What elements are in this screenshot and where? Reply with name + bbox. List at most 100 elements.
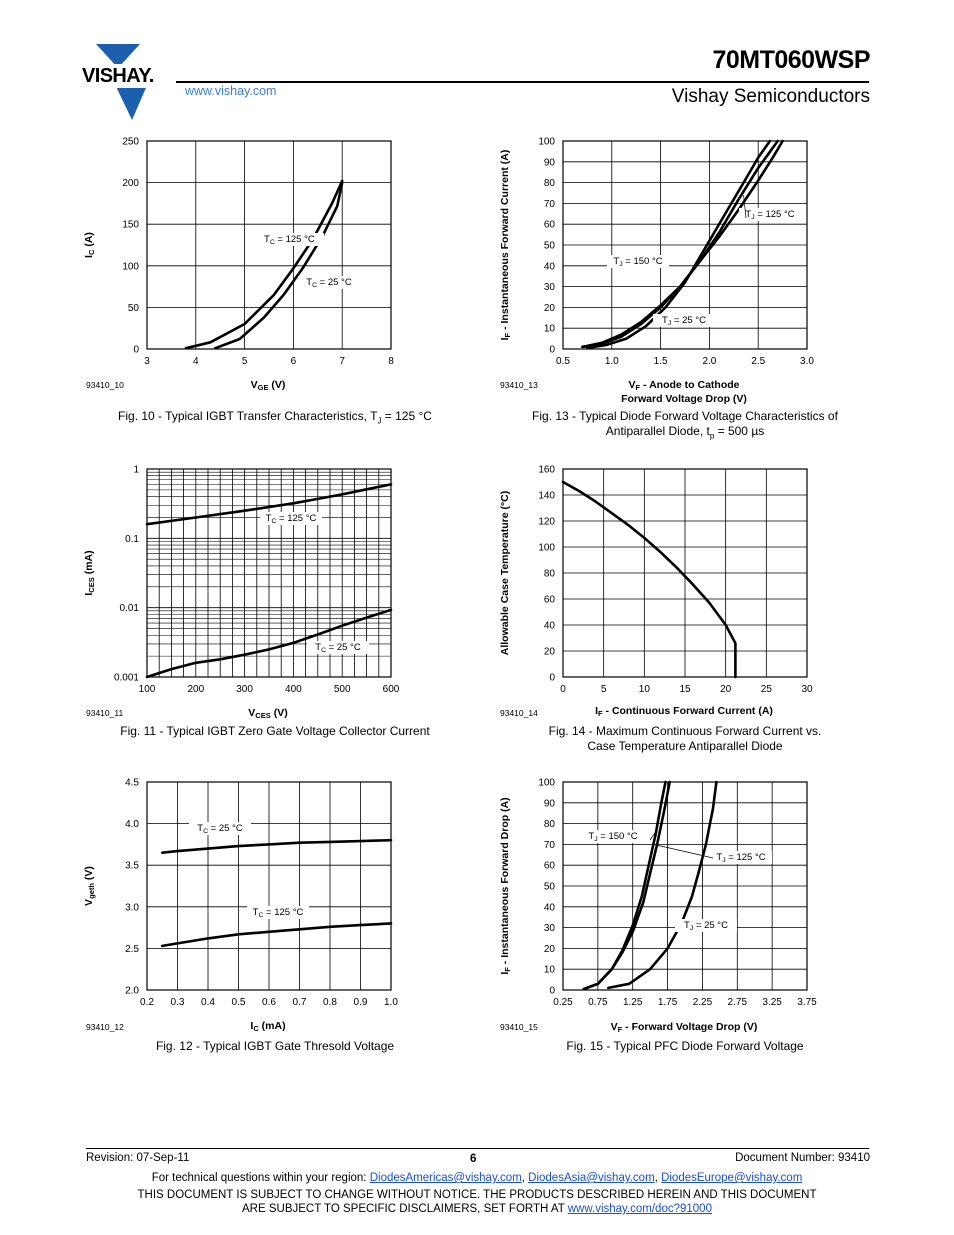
y-tick-label: 0.1 <box>125 534 139 545</box>
annotation-bg <box>298 276 360 289</box>
y-tick-label: 3.5 <box>125 861 139 872</box>
header-subtitle: Vishay Semiconductors <box>671 86 870 107</box>
x-tick-label: 3.75 <box>797 997 817 1008</box>
y-tick-label: 100 <box>538 137 555 148</box>
x-tick-label: 5 <box>601 684 607 695</box>
series-annotation: TC = 25 °C <box>315 642 361 654</box>
figure-caption: Fig. 10 - Typical IGBT Transfer Characte… <box>118 409 432 426</box>
email-asia-link[interactable]: DiodesAsia@vishay.com <box>528 1172 655 1184</box>
annotation-bg <box>582 830 644 843</box>
series-annotation: TJ = 125 °C <box>716 852 765 864</box>
x-tick-label: 4 <box>193 356 199 367</box>
plot-frame <box>146 781 392 991</box>
x-tick-label: 25 <box>761 684 773 695</box>
x-axis-label: VF - Anode to Cathode <box>629 379 740 392</box>
y-tick-label: 70 <box>544 840 556 851</box>
x-tick-label: 0.2 <box>140 997 154 1008</box>
x-axis-label: IC (mA) <box>250 1020 285 1033</box>
y-tick-label: 0 <box>549 345 555 356</box>
series-line-2 <box>214 181 344 350</box>
y-tick-label: 80 <box>544 178 556 189</box>
fig-id: 93410_11 <box>86 708 124 718</box>
annotation-bg <box>260 512 322 525</box>
annotation-bg <box>607 255 669 268</box>
series-line-3 <box>606 780 718 990</box>
x-tick-label: 3.25 <box>762 997 782 1008</box>
fig-id: 93410_13 <box>500 380 538 390</box>
y-tick-label: 40 <box>544 621 556 632</box>
x-tick-label: 2.25 <box>693 997 713 1008</box>
x-tick-label: 100 <box>139 684 156 695</box>
series-line-2 <box>161 922 393 948</box>
x-axis-label: VCES (V) <box>248 707 287 720</box>
y-tick-label: 0.01 <box>120 603 140 614</box>
vishay-logo: VISHAY. <box>82 44 178 120</box>
series-line-3 <box>586 139 772 350</box>
website-link[interactable]: www.vishay.com <box>185 84 277 98</box>
figure-caption: Fig. 15 - Typical PFC Diode Forward Volt… <box>566 1039 804 1053</box>
figure-caption: Fig. 14 - Maximum Continuous Forward Cur… <box>548 724 822 753</box>
x-tick-label: 0.3 <box>171 997 185 1008</box>
plot-area <box>146 781 393 991</box>
y-axis-label: IC (A) <box>83 232 96 258</box>
disclaimer-link[interactable]: www.vishay.com/doc?91000 <box>567 1203 712 1215</box>
annotation-leader <box>653 844 714 859</box>
revision-text: Revision: 07-Sep-11 <box>86 1152 190 1164</box>
page-number: 6 <box>470 1153 477 1165</box>
y-axis-label: Vgeth (V) <box>83 866 96 906</box>
series-line-1 <box>184 179 344 350</box>
plot-area <box>145 468 393 679</box>
x-tick-label: 0.9 <box>354 997 368 1008</box>
email-europe-link[interactable]: DiodesEurope@vishay.com <box>661 1172 803 1184</box>
series-line-1 <box>561 480 737 679</box>
figure-caption: Fig. 12 - Typical IGBT Gate Thresold Vol… <box>155 1039 395 1053</box>
annotation-bg <box>710 851 772 864</box>
series-annotation: TJ = 150 °C <box>588 831 637 843</box>
y-tick-label: 60 <box>544 595 556 606</box>
y-tick-label: 90 <box>544 798 556 809</box>
y-tick-label: 40 <box>544 902 556 913</box>
x-tick-label: 8 <box>388 356 394 367</box>
y-tick-label: 0 <box>549 673 555 684</box>
series-line-2 <box>145 608 393 679</box>
y-tick-label: 30 <box>544 923 556 934</box>
x-tick-label: 600 <box>383 684 400 695</box>
x-tick-label: 10 <box>639 684 651 695</box>
x-tick-label: 300 <box>236 684 253 695</box>
plot-frame <box>562 468 808 678</box>
y-tick-label: 100 <box>538 543 555 554</box>
y-tick-label: 60 <box>544 220 556 231</box>
y-tick-label: 250 <box>122 137 139 148</box>
x-tick-label: 5 <box>242 356 248 367</box>
plot-frame <box>562 781 808 991</box>
series-line-2 <box>582 780 667 991</box>
series-annotation: TC = 125 °C <box>264 234 315 246</box>
y-tick-label: 70 <box>544 199 556 210</box>
plot-frame <box>146 140 392 350</box>
y-tick-label: 4.0 <box>125 819 139 830</box>
fig-id: 93410_10 <box>86 380 124 390</box>
plot-area <box>562 139 808 350</box>
y-tick-label: 40 <box>544 261 556 272</box>
y-tick-label: 100 <box>122 261 139 272</box>
header-rule <box>176 81 869 83</box>
y-tick-label: 20 <box>544 944 556 955</box>
x-tick-label: 500 <box>334 684 351 695</box>
x-tick-label: 3.0 <box>800 356 814 367</box>
email-americas-link[interactable]: DiodesAmericas@vishay.com <box>369 1172 522 1184</box>
y-tick-label: 150 <box>122 220 139 231</box>
y-tick-label: 0 <box>549 986 555 997</box>
x-tick-label: 1.0 <box>605 356 619 367</box>
annotation-bg <box>247 906 309 919</box>
x-axis-label: VF - Forward Voltage Drop (V) <box>611 1021 758 1034</box>
series-line-1 <box>145 483 393 526</box>
y-tick-label: 60 <box>544 861 556 872</box>
x-tick-label: 3 <box>144 356 150 367</box>
brand-text: VISHAY. <box>82 65 154 87</box>
y-tick-label: 50 <box>544 241 556 252</box>
x-tick-label: 0.8 <box>323 997 337 1008</box>
x-tick-label: 200 <box>187 684 204 695</box>
